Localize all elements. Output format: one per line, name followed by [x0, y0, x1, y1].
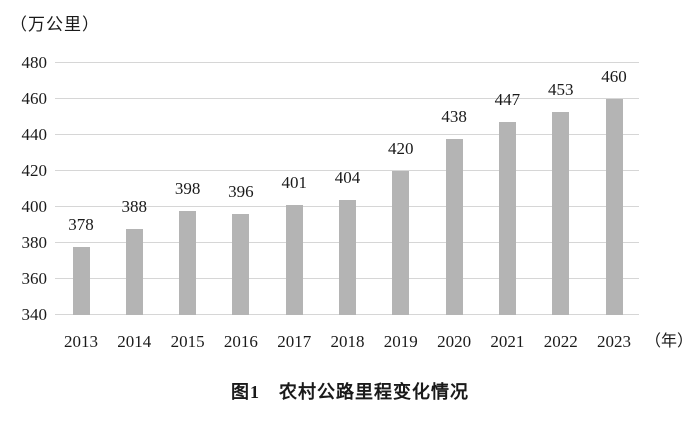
y-axis-tick-label: 400: [21, 197, 48, 216]
y-axis-tick-label: 460: [21, 89, 48, 108]
y-axis-tick-label: 340: [21, 305, 48, 324]
x-axis-tick-label: 2017: [277, 332, 312, 351]
x-axis-tick-label: 2018: [330, 332, 365, 351]
x-axis-unit-label: （年）: [645, 333, 694, 350]
bar: [285, 205, 303, 315]
x-axis-tick-label: 2014: [117, 332, 152, 351]
bar-value-label: 460: [601, 67, 627, 86]
gridline: [55, 62, 639, 63]
y-axis-tick-label: 360: [21, 269, 48, 288]
x-axis-tick-label: 2015: [170, 332, 205, 351]
bar: [179, 210, 197, 315]
bar: [498, 122, 516, 315]
bar-value-label: 404: [334, 167, 361, 187]
y-axis-tick-label: 440: [21, 125, 48, 144]
bar: [445, 138, 463, 315]
bar: [72, 246, 90, 315]
y-axis-tick-label: 380: [21, 233, 48, 252]
bar: [552, 111, 570, 315]
x-axis-tick-label: 2023: [597, 332, 631, 351]
bar-value-label: 378: [68, 214, 94, 234]
bar-value-label: 420: [388, 139, 414, 158]
bar-value-label: 396: [228, 182, 254, 202]
y-axis-tick-label: 480: [21, 53, 48, 72]
x-axis-tick-label: 2019: [383, 332, 418, 351]
gridline: [55, 170, 639, 171]
x-axis-tick-label: 2022: [543, 332, 578, 351]
bar: [339, 199, 356, 315]
gridline: [55, 134, 639, 135]
x-axis-tick-label: 2016: [223, 332, 258, 351]
x-axis-tick-label: 2020: [437, 332, 472, 351]
bar: [125, 228, 143, 315]
y-axis-tick-label: 420: [21, 161, 48, 180]
bar: [232, 214, 250, 315]
bar: [392, 171, 410, 315]
bar-value-label: 398: [174, 178, 201, 198]
x-axis-tick-label: 2021: [490, 332, 525, 351]
gridline: [55, 98, 639, 99]
bar-value-label: 453: [547, 79, 574, 99]
bar-value-label: 438: [441, 106, 467, 126]
y-axis-unit-label: （万公里）: [10, 15, 100, 34]
x-axis-tick-label: 2013: [64, 332, 98, 351]
bar: [605, 99, 623, 315]
bar-value-label: 388: [121, 196, 148, 216]
bar-value-label: 447: [494, 90, 521, 110]
figure-caption: 图1 农村公路里程变化情况: [231, 382, 469, 402]
bar-value-label: 401: [281, 173, 307, 193]
